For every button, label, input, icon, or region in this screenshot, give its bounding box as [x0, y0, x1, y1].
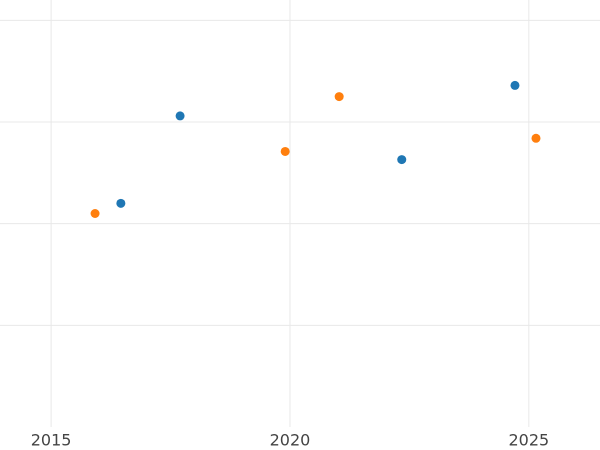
point: [531, 133, 541, 143]
x-tick-label: 2020: [270, 431, 311, 450]
x-tick-label: 2025: [508, 431, 549, 450]
point: [280, 146, 290, 156]
point: [334, 92, 344, 102]
point: [116, 198, 126, 208]
point: [397, 155, 407, 165]
point: [510, 80, 520, 90]
point: [175, 111, 185, 121]
point: [90, 209, 100, 218]
x-tick-label: 2015: [31, 431, 72, 450]
